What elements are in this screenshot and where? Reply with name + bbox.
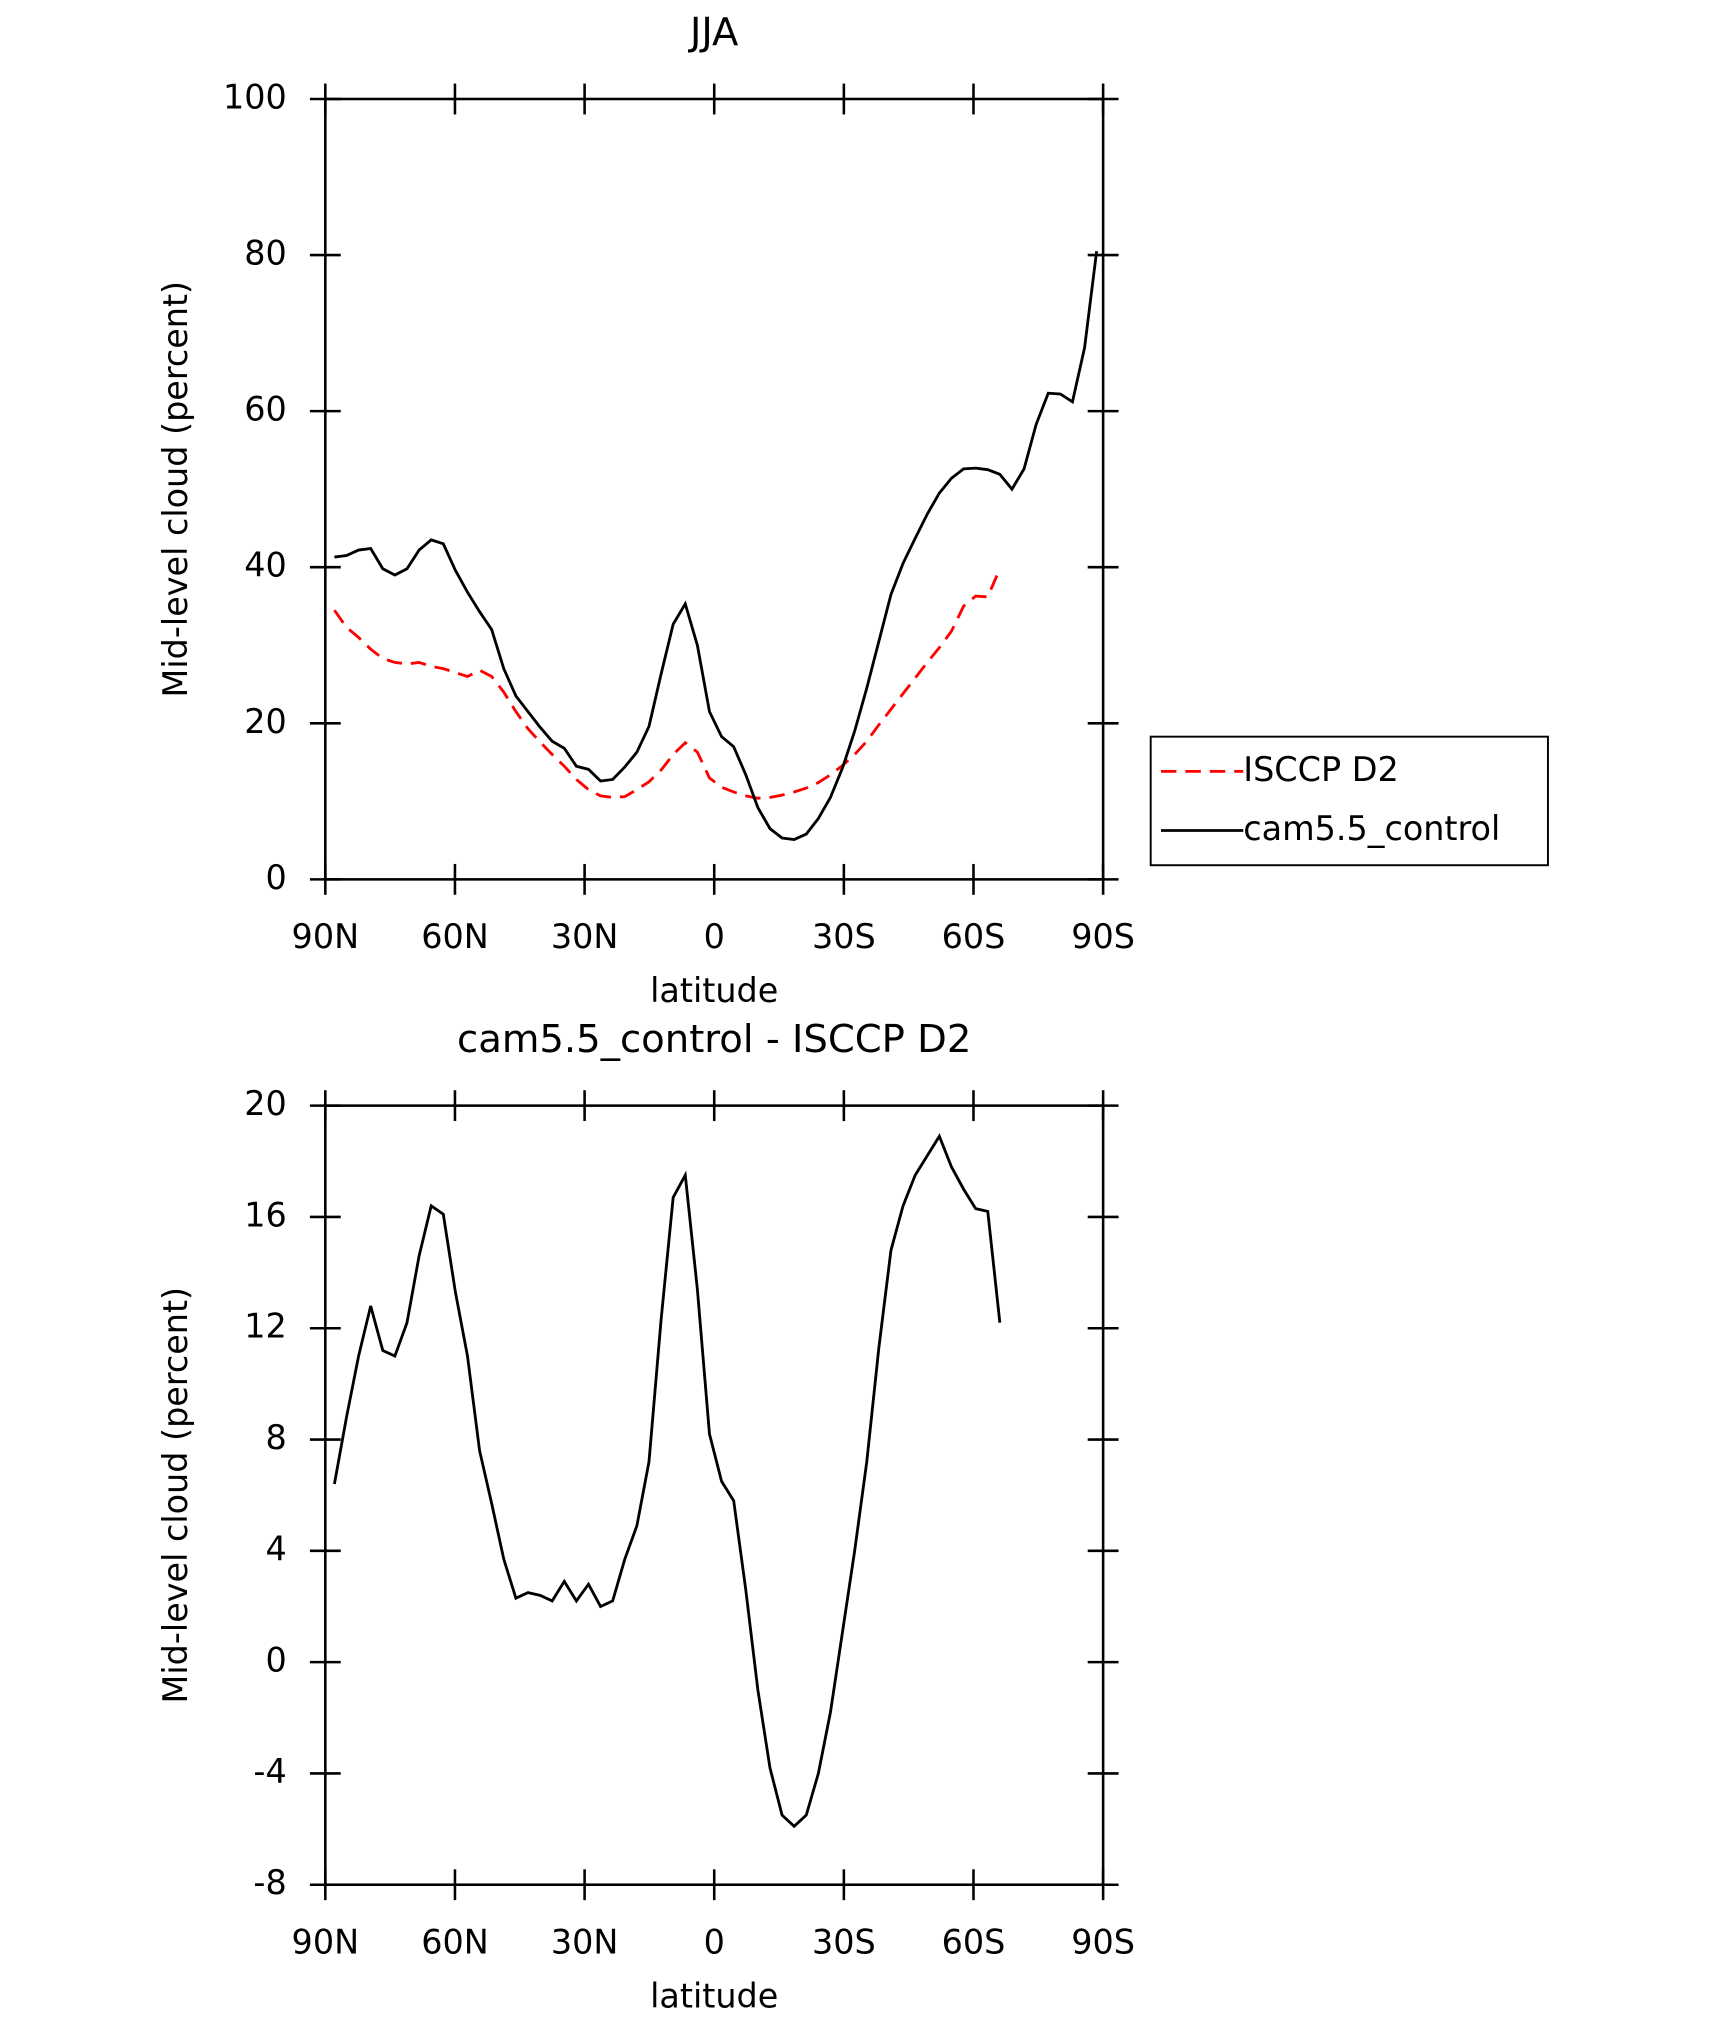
y-tick-label: 16	[244, 1195, 287, 1234]
y-tick-label: 100	[223, 77, 287, 116]
y-tick-label: 20	[244, 702, 287, 741]
plot-frame	[324, 1104, 1105, 1887]
x-tick-label: 90N	[292, 1922, 360, 1961]
x-tick-label: 90N	[292, 917, 360, 956]
data-line	[334, 250, 1099, 842]
x-tick-label: 60N	[421, 1922, 489, 1961]
x-tick-label: 0	[704, 917, 725, 956]
y-tick-label: 60	[244, 390, 287, 429]
x-axis-label: latitude	[650, 971, 778, 1010]
x-tick-label: 30N	[551, 917, 619, 956]
y-tick-label: -8	[253, 1863, 286, 1902]
x-tick-label: 90S	[1071, 1922, 1135, 1961]
x-tick-label: 30N	[551, 1922, 619, 1961]
x-tick-label: 60S	[942, 917, 1006, 956]
y-tick-label: -4	[253, 1752, 286, 1791]
y-tick-label: 4	[265, 1529, 286, 1568]
legend-label: cam5.5_control	[1243, 809, 1500, 848]
chart-title: JJA	[688, 10, 739, 55]
chart-title: cam5.5_control - ISCCP D2	[457, 1017, 971, 1062]
x-tick-label: 90S	[1071, 917, 1135, 956]
data-line	[333, 1133, 1002, 1829]
x-axis-label: latitude	[650, 1976, 778, 2015]
y-axis-label: Mid-level cloud (percent)	[156, 1287, 195, 1704]
data-line	[333, 568, 1002, 800]
y-tick-label: 20	[244, 1084, 287, 1123]
x-tick-label: 30S	[812, 917, 876, 956]
y-tick-label: 80	[244, 234, 287, 273]
x-tick-label: 0	[704, 1922, 725, 1961]
x-tick-label: 60N	[421, 917, 489, 956]
y-tick-label: 8	[265, 1418, 286, 1457]
y-axis-label: Mid-level cloud (percent)	[156, 281, 195, 698]
x-tick-label: 60S	[942, 1922, 1006, 1961]
y-tick-label: 0	[265, 858, 286, 897]
plot-frame	[324, 97, 1105, 881]
x-tick-label: 30S	[812, 1922, 876, 1961]
y-tick-label: 40	[244, 546, 287, 585]
legend-label: ISCCP D2	[1243, 750, 1398, 789]
y-tick-label: 0	[265, 1641, 286, 1680]
legend-box	[1149, 735, 1549, 867]
y-tick-label: 12	[244, 1307, 287, 1346]
